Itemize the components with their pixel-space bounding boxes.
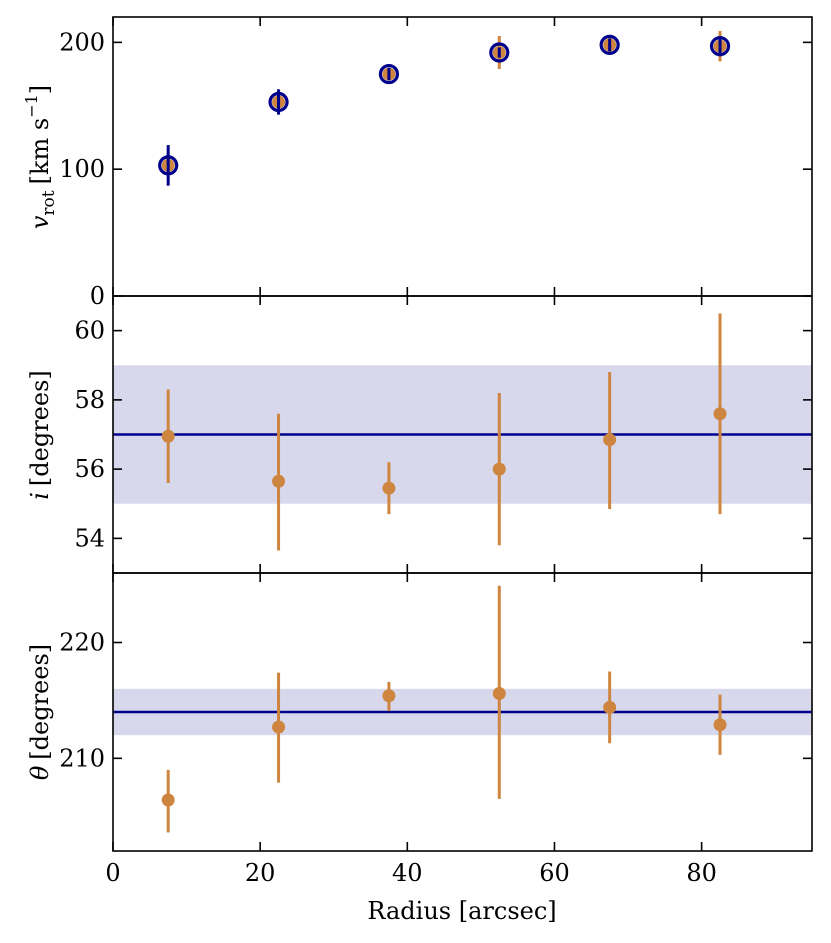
- ylabel-theta-units: [degrees]: [26, 644, 54, 760]
- data-point: [382, 689, 396, 703]
- xtick-label: 40: [392, 859, 423, 887]
- ytick-label: 58: [74, 386, 105, 414]
- xtick-label: 60: [539, 859, 570, 887]
- data-point-open: [378, 63, 400, 85]
- ytick-label: 56: [74, 455, 105, 483]
- data-point: [161, 429, 175, 443]
- ylabel-rotation-velocity: vrot [km s−1]: [22, 85, 59, 229]
- ylabel-rotation-superscript: −1: [22, 94, 41, 118]
- ytick-label: 100: [59, 155, 105, 183]
- ytick-label: 200: [59, 28, 105, 56]
- data-point: [713, 407, 727, 421]
- data-point-open: [599, 34, 620, 56]
- ylabel-inclination-symbol: i: [26, 492, 54, 500]
- data-point: [272, 474, 286, 488]
- ytick-label: 0: [90, 282, 105, 310]
- data-point: [603, 700, 617, 714]
- ytick-label: 220: [59, 629, 105, 657]
- ylabel-inclination: i [degrees]: [26, 370, 54, 500]
- xlabel-radius: Radius [arcsec]: [367, 897, 556, 925]
- data-point: [161, 793, 175, 807]
- axes-frame: [112, 16, 813, 297]
- data-point-open: [158, 155, 179, 176]
- data-point: [603, 433, 617, 447]
- data-point-open: [489, 42, 510, 63]
- data-point-open: [268, 91, 289, 113]
- ytick-label: 60: [74, 317, 105, 345]
- data-point: [382, 481, 396, 495]
- data-point: [492, 462, 506, 476]
- ylabel-theta-symbol: θ: [26, 765, 54, 780]
- data-point: [492, 686, 506, 700]
- ytick-label: 210: [59, 744, 105, 772]
- position-angle-panel: 210 220 0 20 40 60 80: [59, 572, 813, 887]
- ylabel-rotation-subscript: rot: [39, 190, 59, 215]
- ylabel-rotation-symbol: v: [26, 215, 54, 229]
- data-point: [713, 718, 727, 732]
- axes-frame: [112, 572, 813, 852]
- inclination-panel: 54 56 58 60: [74, 295, 813, 574]
- ytick-label: 54: [74, 524, 105, 552]
- ylabel-position-angle: θ [degrees]: [26, 644, 54, 780]
- data-point: [272, 720, 286, 734]
- xtick-label: 20: [245, 859, 276, 887]
- xtick-label: 80: [686, 859, 717, 887]
- ylabel-rotation-close: ]: [26, 85, 54, 94]
- ylabel-inclination-units: [degrees]: [26, 370, 54, 486]
- xtick-label: 0: [105, 859, 120, 887]
- rotation-velocity-panel: 0 100 200: [59, 16, 813, 310]
- ylabel-rotation-units: [km s: [26, 118, 54, 185]
- data-point-open: [709, 36, 731, 57]
